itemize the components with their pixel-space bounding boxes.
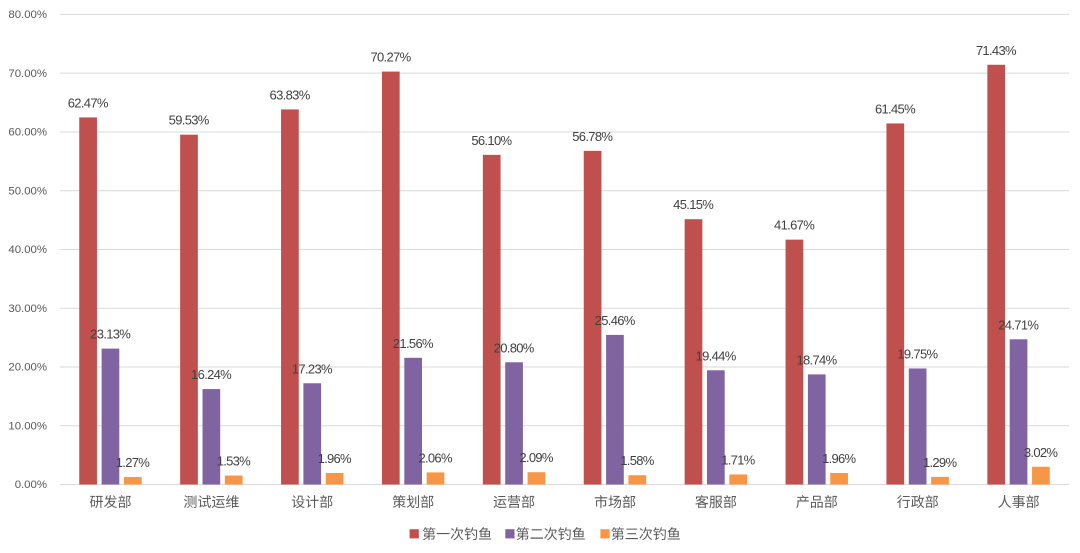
svg-text:3.02%: 3.02%: [1024, 445, 1058, 460]
svg-text:1.27%: 1.27%: [116, 455, 150, 470]
svg-text:30.00%: 30.00%: [8, 303, 47, 315]
svg-text:1.96%: 1.96%: [822, 451, 856, 466]
svg-text:59.53%: 59.53%: [169, 113, 210, 128]
svg-text:61.45%: 61.45%: [875, 101, 916, 116]
svg-text:1.29%: 1.29%: [923, 455, 957, 470]
svg-text:24.71%: 24.71%: [998, 317, 1039, 332]
svg-text:1.58%: 1.58%: [620, 453, 654, 468]
svg-text:50.00%: 50.00%: [8, 185, 47, 197]
svg-text:71.43%: 71.43%: [976, 43, 1017, 58]
svg-text:19.75%: 19.75%: [897, 346, 938, 361]
svg-text:63.83%: 63.83%: [270, 87, 311, 102]
svg-text:19.44%: 19.44%: [696, 348, 737, 363]
svg-text:2.06%: 2.06%: [419, 450, 453, 465]
svg-text:23.13%: 23.13%: [90, 327, 131, 342]
svg-text:2.09%: 2.09%: [519, 450, 553, 465]
svg-text:56.78%: 56.78%: [572, 129, 613, 144]
svg-text:16.24%: 16.24%: [191, 367, 232, 382]
svg-text:10.00%: 10.00%: [8, 420, 47, 432]
svg-text:0.00%: 0.00%: [15, 479, 47, 491]
svg-text:20.00%: 20.00%: [8, 362, 47, 374]
svg-text:40.00%: 40.00%: [8, 244, 47, 256]
svg-text:1.96%: 1.96%: [318, 451, 352, 466]
svg-text:17.23%: 17.23%: [292, 361, 333, 376]
svg-text:21.56%: 21.56%: [393, 336, 434, 351]
svg-text:20.80%: 20.80%: [494, 340, 535, 355]
svg-text:56.10%: 56.10%: [471, 133, 512, 148]
svg-text:70.00%: 70.00%: [8, 68, 47, 80]
svg-text:60.00%: 60.00%: [8, 127, 47, 139]
svg-text:1.71%: 1.71%: [721, 453, 755, 468]
svg-text:18.74%: 18.74%: [796, 352, 837, 367]
svg-text:70.27%: 70.27%: [370, 50, 411, 65]
svg-text:45.15%: 45.15%: [673, 197, 714, 212]
svg-text:25.46%: 25.46%: [595, 313, 636, 328]
svg-text:62.47%: 62.47%: [68, 95, 109, 110]
svg-text:1.53%: 1.53%: [217, 454, 251, 469]
svg-text:80.00%: 80.00%: [8, 9, 47, 21]
svg-text:41.67%: 41.67%: [774, 218, 815, 233]
